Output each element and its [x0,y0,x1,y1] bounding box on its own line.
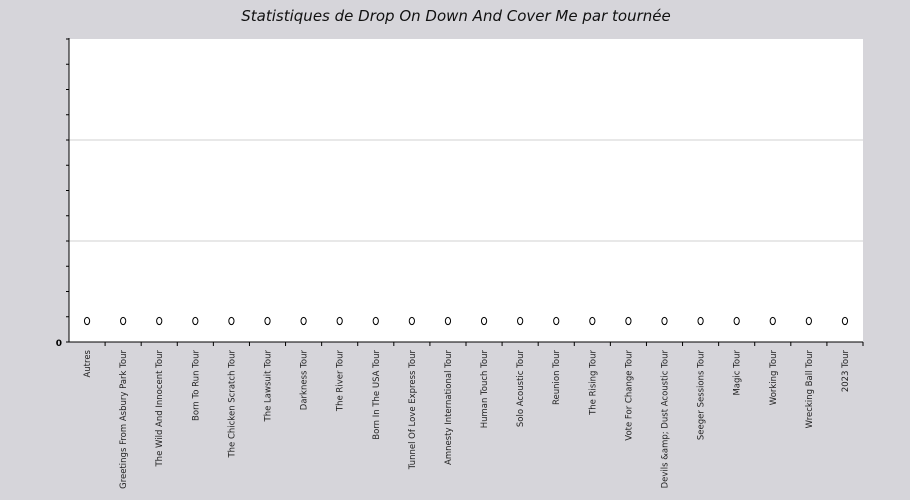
data-point [553,316,560,326]
x-tick-label: The River Tour [336,350,346,413]
data-point [697,316,704,326]
y-tick-labels: 0 [56,339,62,349]
data-point [192,316,199,326]
data-point [661,316,668,326]
x-tick-label: Amnesty International Tour [444,350,454,465]
data-point [120,316,127,326]
axes [66,38,864,346]
data-point [372,316,379,326]
x-tick-label: Born In The USA Tour [372,350,382,440]
x-tick-label: Seeger Sessions Tour [697,350,707,441]
x-tick-label: 2023 Tour [841,350,851,393]
data-point [517,316,524,326]
data-point [769,316,776,326]
x-tick-label: Magic Tour [733,350,743,396]
data-point [156,316,163,326]
data-point [336,316,343,326]
data-point [733,316,740,326]
data-point [300,316,307,326]
grid-lines [69,139,863,242]
chart-title: Statistiques de Drop On Down And Cover M… [241,7,670,25]
data-point [625,316,632,326]
x-tick-label: Born To Run Tour [191,350,201,421]
x-tick-label: The Chicken Scratch Tour [227,350,237,459]
x-tick-label: Tunnel Of Love Express Tour [408,350,418,471]
data-point [228,316,235,326]
x-tick-label: Reunion Tour [552,350,562,406]
x-tick-label: Autres [83,349,93,377]
x-tick-label: Devils &amp; Dust Acoustic Tour [661,349,671,488]
data-points [83,316,849,326]
x-tick-label: The Lawsuit Tour [264,349,274,422]
x-tick-label: Human Touch Tour [480,350,490,429]
plot-area [69,39,863,342]
x-tick-label: Vote For Change Tour [624,350,634,441]
x-tick-label: Solo Acoustic Tour [516,350,526,428]
data-point [408,316,415,326]
data-point [841,316,849,326]
data-point [83,316,91,326]
x-tick-labels: Autres Greetings From Asbury Park Tour The… [83,349,851,488]
x-tick-label: The Wild And Innocent Tour [155,350,165,468]
x-tick-label: Darkness Tour [300,350,310,411]
x-tick-label: Wrecking Ball Tour [805,350,815,429]
data-point [589,316,596,326]
data-point [444,316,452,326]
y-tick-label: 0 [56,339,62,349]
data-point [480,316,488,326]
data-point [805,316,812,326]
x-tick-label: Greetings From Asbury Park Tour [119,350,129,489]
data-point [264,316,271,326]
x-tick-label: The Rising Tour [588,350,598,416]
x-tick-label: Working Tour [769,349,779,405]
